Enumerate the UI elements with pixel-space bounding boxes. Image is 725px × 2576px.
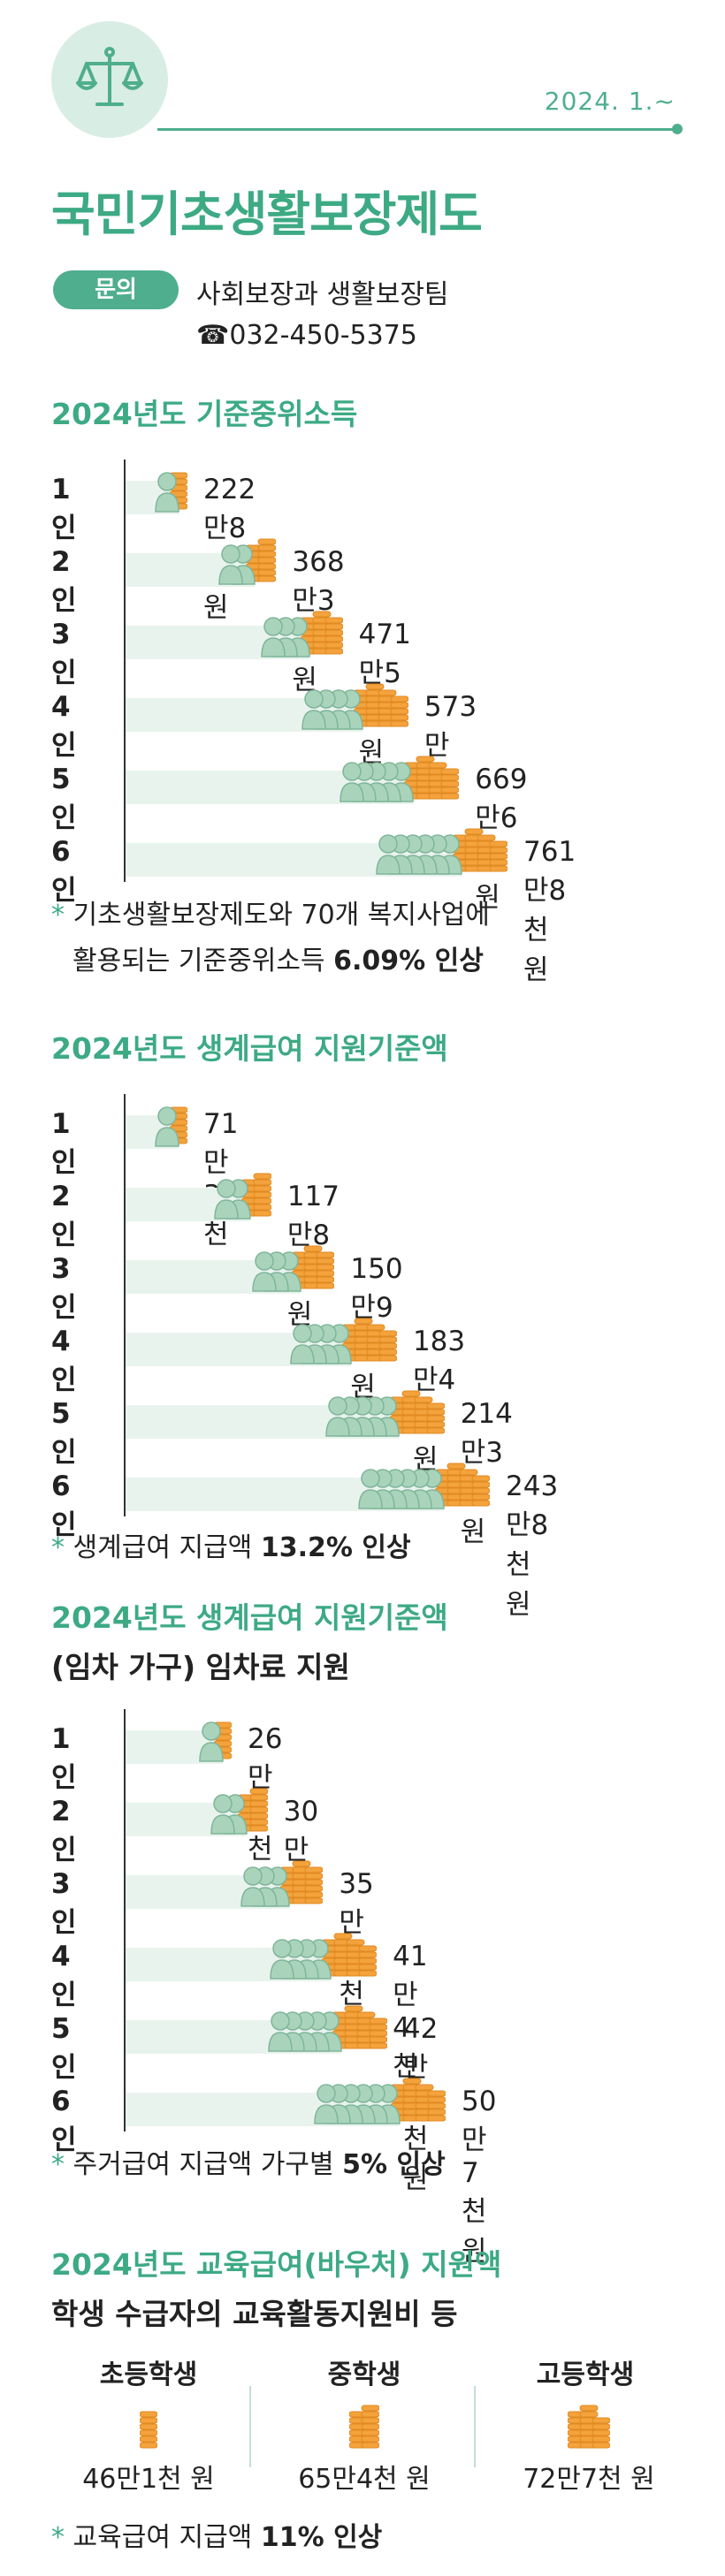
scales-emblem [51,21,168,138]
livelihood-note: * 생계급여 지급액 13.2% 인상 [51,1532,411,1563]
person-icon [154,1105,180,1151]
row-label: 4인 [51,1941,77,2011]
inquiry-badge: 문의 [53,270,179,309]
edu-elementary-label: 초등학생 [99,2359,198,2390]
edu-divider [474,2386,476,2467]
housing-axis [124,1709,126,2131]
coin-stack-icon [567,2397,611,2455]
row-label: 1인 [51,1108,77,1179]
median-income-note-line1: * 기초생활보장제도와 70개 복지사업에 [51,900,490,931]
person-icon [301,688,364,733]
coin-stack-icon [139,2397,158,2455]
livelihood-axis [124,1094,126,1516]
row-label: 5인 [51,764,77,834]
person-icon [210,1792,248,1838]
amount-label: 243만8천 원 [506,1470,559,1621]
person-icon [289,1322,353,1368]
scales-icon [76,47,143,106]
inquiry-department: 사회보장과 생활보장팀 [196,279,449,310]
median-income-axis [124,460,126,882]
coin-stack-icon [353,675,409,733]
row-label: 1인 [51,1723,77,1794]
row-label: 6인 [51,836,77,907]
education-title: 2024년도 교육급여(바우처) 지원액 [51,2247,502,2282]
person-icon [218,543,256,589]
row-label: 5인 [51,2013,77,2084]
person-icon [251,1250,302,1296]
median-income-title: 2024년도 기준중위소득 [51,397,358,431]
row-label: 2인 [51,1796,77,1866]
row-label: 1인 [51,474,77,544]
date-divider-dot [672,124,683,134]
amount-label: 222만8천 원 [203,474,256,624]
housing-subtitle: (임차 가구) 임차료 지원 [51,1650,350,1684]
housing-title: 2024년도 생계급여 지원기준액 [51,1600,448,1635]
person-icon [154,470,180,516]
amount-label: 761만8천 원 [523,836,576,986]
row-label: 2인 [51,546,77,617]
livelihood-title: 2024년도 생계급여 지원기준액 [51,1031,448,1066]
person-icon [267,2010,343,2055]
edu-high-amount: 72만7천 원 [523,2464,655,2495]
edu-divider [249,2386,251,2467]
row-label: 4인 [51,691,77,762]
coin-stack-icon [348,2397,380,2455]
edu-high-label: 고등학생 [536,2359,635,2390]
person-icon [339,760,415,806]
person-icon [213,1177,252,1223]
date-text: 2024. 1.~ [544,87,675,116]
person-icon [198,1720,225,1766]
row-label: 4인 [51,1326,77,1396]
edu-middle-amount: 65만4천 원 [298,2464,431,2495]
person-icon [357,1467,446,1513]
person-icon [269,1937,332,1983]
amount-label: 50만7천 원 [462,2086,497,2268]
date-divider [157,128,677,131]
edu-elementary-amount: 46만1천 원 [82,2464,215,2495]
inquiry-phone: ☎032-450-5375 [196,320,417,351]
row-label: 3인 [51,619,77,689]
row-label: 3인 [51,1253,77,1324]
education-subtitle: 학생 수급자의 교육활동지원비 등 [51,2297,458,2331]
page-title: 국민기초생활보장제도 [51,186,483,242]
row-label: 6인 [51,2086,77,2156]
row-label: 5인 [51,1398,77,1469]
person-icon [375,832,463,878]
row-label: 2인 [51,1181,77,1251]
median-income-note-line2: 활용되는 기준중위소득 6.09% 인상 [72,946,484,976]
person-icon [324,1394,401,1440]
housing-note: * 주거급여 지급액 가구별 5% 인상 [51,2149,446,2180]
person-icon [260,615,311,661]
person-icon [240,1865,291,1911]
row-label: 3인 [51,1868,77,1939]
row-label: 6인 [51,1470,77,1541]
person-icon [313,2082,401,2128]
education-note: * 교육급여 지급액 11% 인상 [51,2522,383,2553]
edu-middle-label: 중학생 [327,2359,401,2390]
